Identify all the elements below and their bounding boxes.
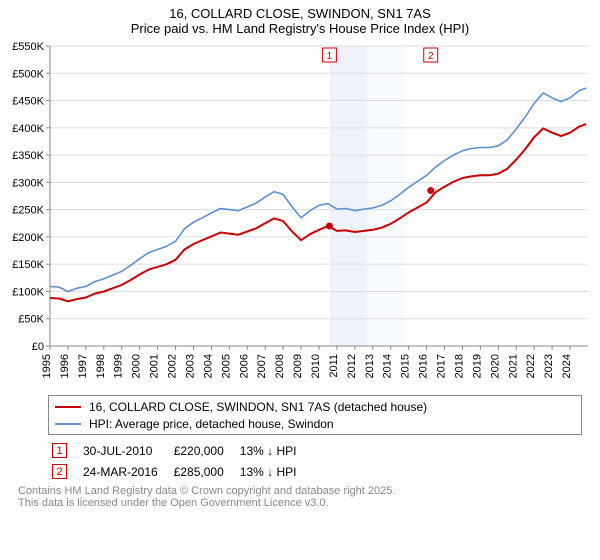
transaction-date: 30-JUL-2010 [83, 441, 172, 460]
marker-dot [427, 187, 434, 194]
chart-title-block: 16, COLLARD CLOSE, SWINDON, SN1 7AS Pric… [0, 0, 600, 38]
series-price_paid [50, 124, 586, 301]
x-tick-label: 2020 [489, 354, 501, 378]
x-tick-label: 2009 [292, 354, 304, 378]
x-tick-label: 2012 [346, 354, 358, 378]
x-tick-label: 2004 [202, 354, 214, 378]
transaction-row: 2 24-MAR-2016£285,00013% ↓ HPI [52, 462, 310, 481]
y-tick-label: £100K [12, 286, 44, 298]
x-tick-label: 2014 [382, 354, 394, 378]
y-tick-label: £50K [18, 314, 44, 326]
legend-swatch [55, 423, 81, 425]
chart-band [330, 46, 368, 346]
legend-item: 16, COLLARD CLOSE, SWINDON, SN1 7AS (det… [55, 398, 575, 415]
x-tick-label: 2018 [453, 354, 465, 378]
legend-text: HPI: Average price, detached house, Swin… [89, 417, 334, 431]
y-tick-label: £450K [12, 96, 44, 108]
x-tick-label: 2022 [525, 354, 537, 378]
x-tick-label: 1995 [41, 354, 53, 378]
transaction-price: £285,000 [174, 462, 238, 481]
transaction-price: £220,000 [174, 441, 238, 460]
marker-dot [326, 223, 333, 230]
x-tick-label: 1999 [113, 354, 125, 378]
chart-band [367, 46, 405, 346]
x-tick-label: 2000 [131, 354, 143, 378]
y-tick-label: £250K [12, 205, 44, 217]
footer-attribution: Contains HM Land Registry data © Crown c… [18, 485, 582, 509]
legend-item: HPI: Average price, detached house, Swin… [55, 415, 575, 432]
transaction-marker: 2 [52, 464, 67, 479]
x-tick-label: 2021 [507, 354, 519, 378]
marker-label: 1 [327, 51, 333, 62]
y-tick-label: £150K [12, 259, 44, 271]
x-tick-label: 1996 [59, 354, 71, 378]
x-tick-label: 2007 [256, 354, 268, 378]
transaction-delta: 13% ↓ HPI [240, 441, 311, 460]
y-tick-label: £400K [12, 123, 44, 135]
transactions-table: 1 30-JUL-2010£220,00013% ↓ HPI 2 24-MAR-201… [50, 439, 312, 483]
x-tick-label: 2008 [274, 354, 286, 378]
x-tick-label: 2024 [561, 354, 573, 378]
x-tick-label: 2023 [543, 354, 555, 378]
x-tick-label: 1997 [77, 354, 89, 378]
transaction-marker: 1 [52, 443, 67, 458]
x-tick-label: 2006 [238, 354, 250, 378]
x-tick-label: 2001 [149, 354, 161, 378]
x-tick-label: 2015 [400, 354, 412, 378]
legend-text: 16, COLLARD CLOSE, SWINDON, SN1 7AS (det… [89, 400, 427, 414]
y-tick-label: £350K [12, 150, 44, 162]
x-tick-label: 2002 [167, 354, 179, 378]
y-tick-label: £300K [12, 177, 44, 189]
transaction-delta: 13% ↓ HPI [240, 462, 311, 481]
x-tick-label: 2016 [418, 354, 430, 378]
title-line2: Price paid vs. HM Land Registry's House … [0, 21, 600, 36]
y-tick-label: £0 [32, 341, 44, 353]
x-tick-label: 2005 [220, 354, 232, 378]
footer-line1: Contains HM Land Registry data © Crown c… [18, 485, 582, 497]
transaction-date: 24-MAR-2016 [83, 462, 172, 481]
legend-swatch [55, 406, 81, 408]
price-chart: £0 £50K £100K £150K £200K £250K £300K £350K £400… [0, 38, 600, 388]
y-tick-label: £200K [12, 232, 44, 244]
title-line1: 16, COLLARD CLOSE, SWINDON, SN1 7AS [0, 6, 600, 21]
marker-label: 2 [428, 51, 434, 62]
legend: 16, COLLARD CLOSE, SWINDON, SN1 7AS (det… [48, 395, 582, 435]
x-tick-label: 1998 [95, 354, 107, 378]
footer-line2: This data is licensed under the Open Gov… [18, 497, 582, 509]
x-tick-label: 2019 [471, 354, 483, 378]
x-tick-label: 2003 [184, 354, 196, 378]
transaction-row: 1 30-JUL-2010£220,00013% ↓ HPI [52, 441, 310, 460]
x-tick-label: 2010 [310, 354, 322, 378]
x-tick-label: 2017 [436, 354, 448, 378]
x-tick-label: 2013 [364, 354, 376, 378]
x-tick-label: 2011 [328, 354, 340, 378]
y-tick-label: £500K [12, 68, 44, 80]
series-hpi [50, 88, 586, 292]
y-tick-label: £550K [12, 41, 44, 53]
